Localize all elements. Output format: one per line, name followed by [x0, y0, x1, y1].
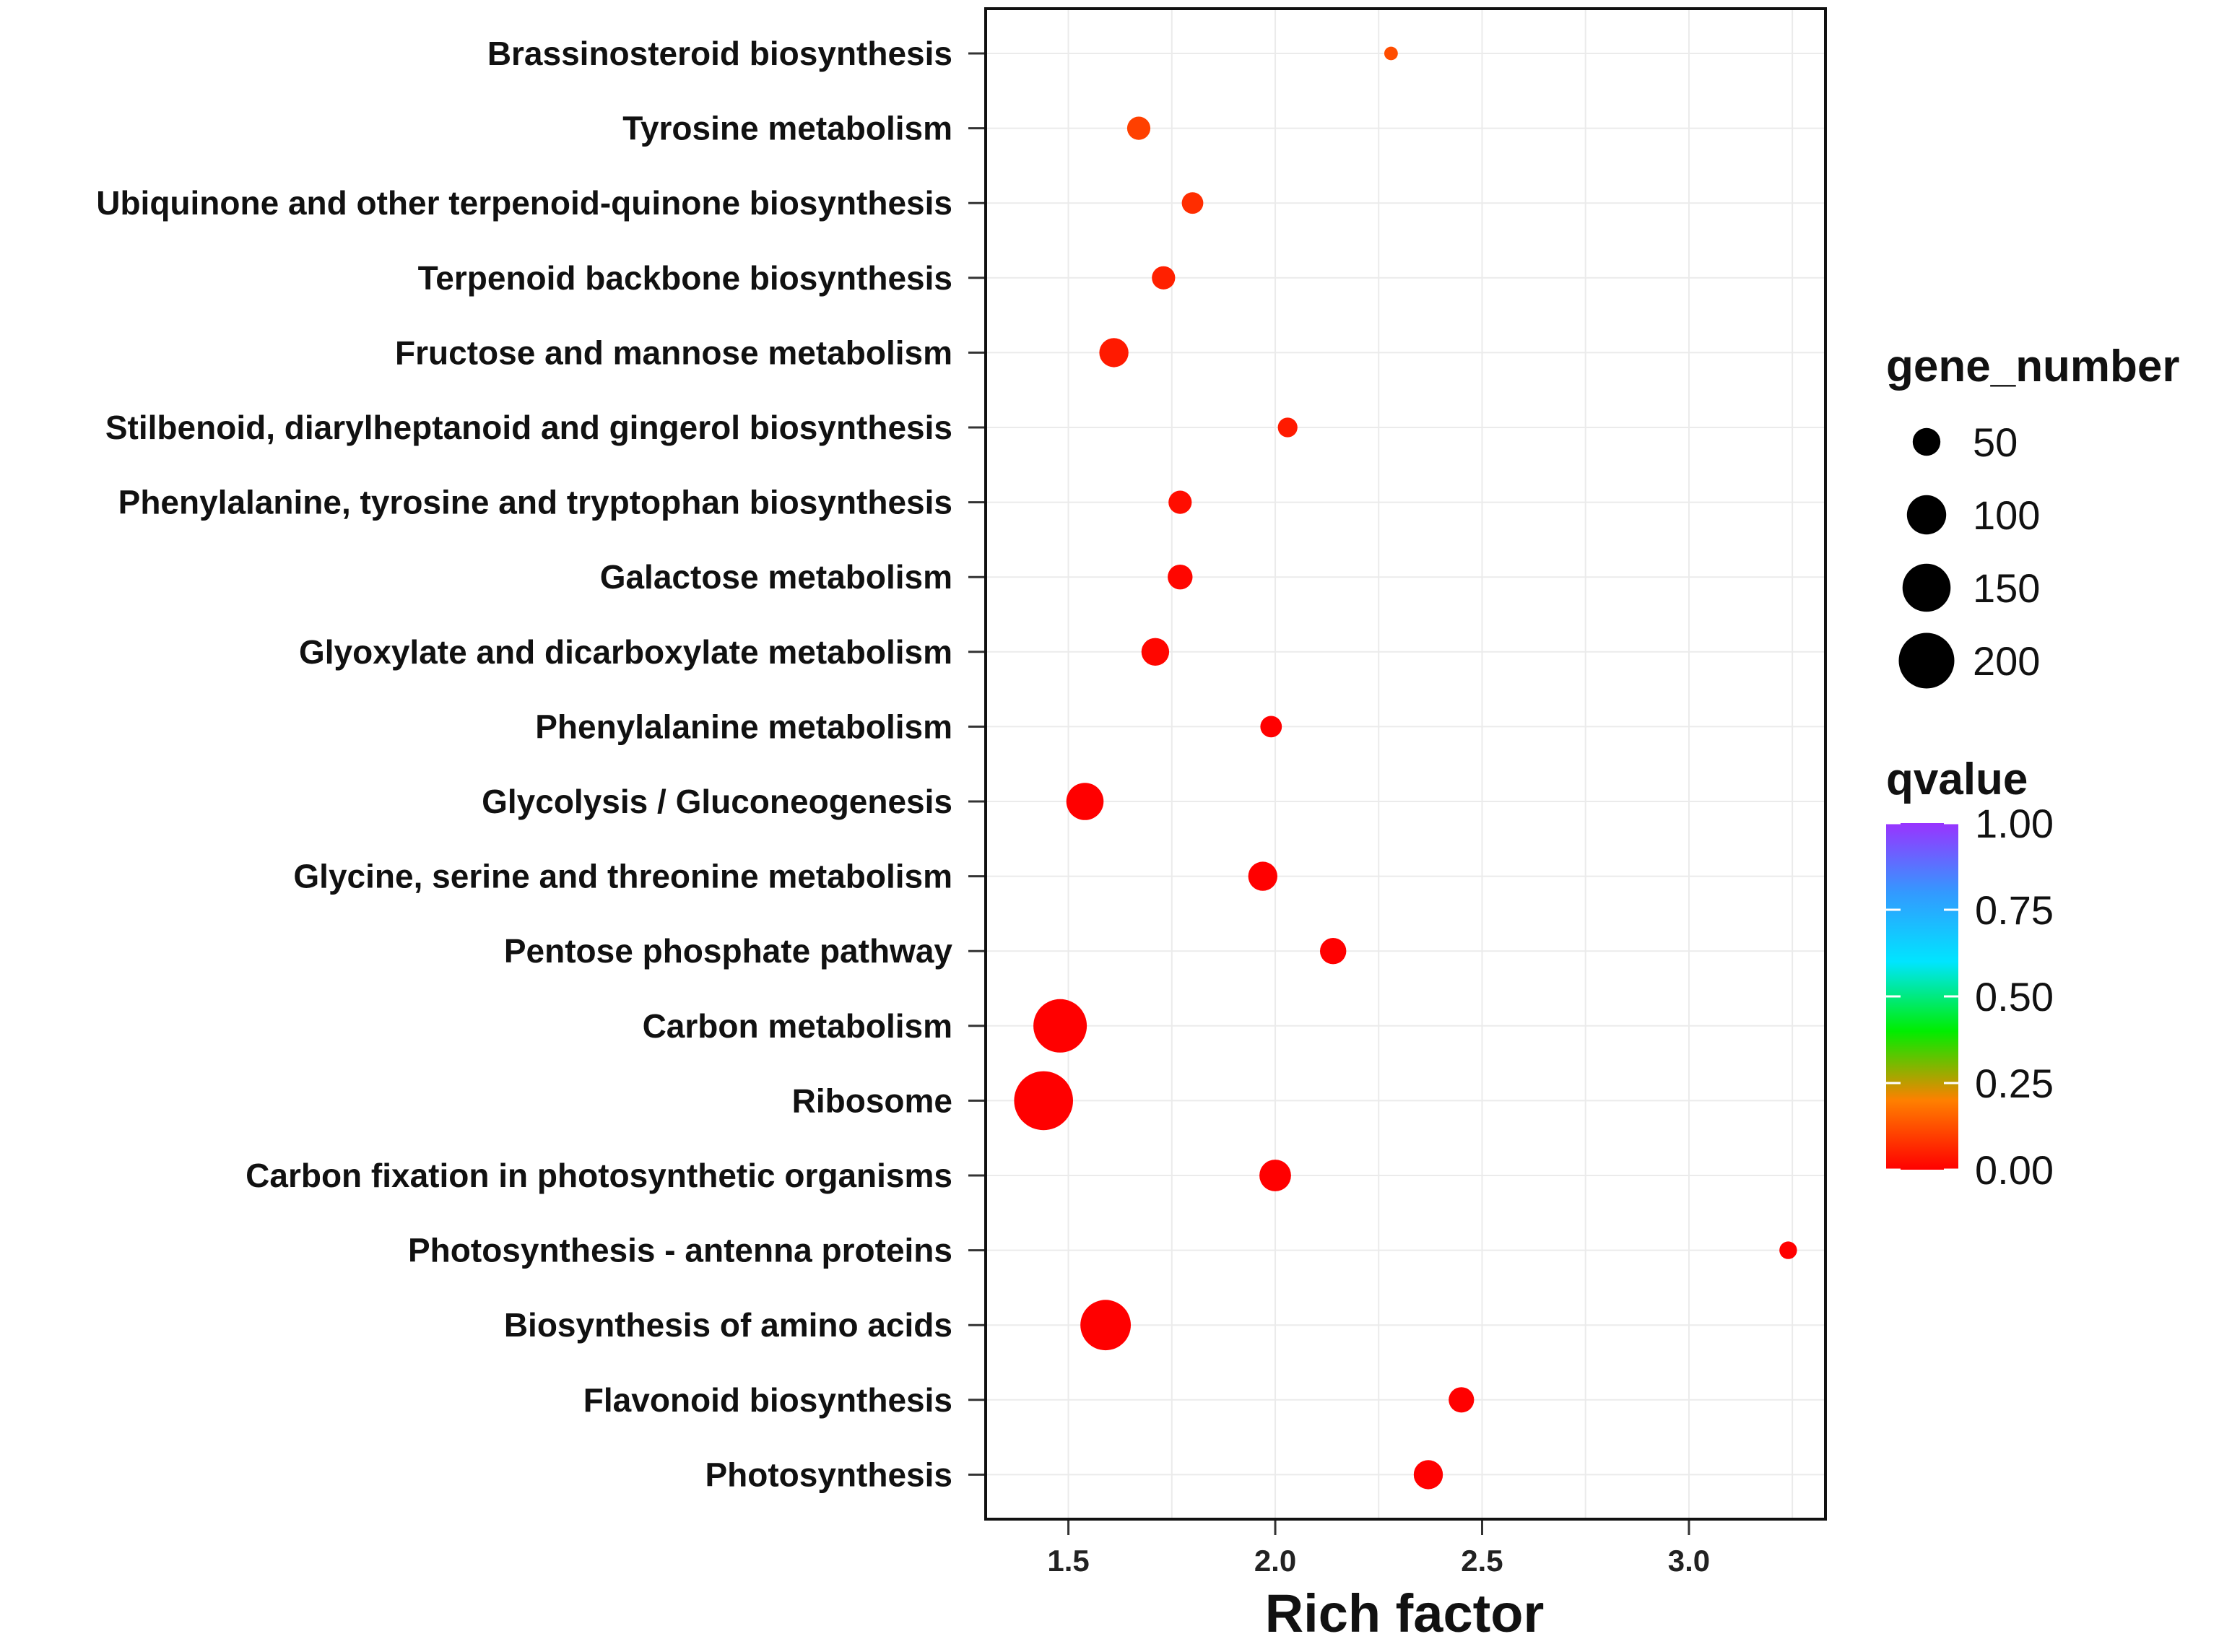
y-category-label: Photosynthesis - antenna proteins	[408, 1232, 952, 1269]
y-category-label: Photosynthesis	[705, 1456, 952, 1493]
data-point	[1066, 783, 1104, 820]
y-category-label: Fructose and mannose metabolism	[395, 334, 952, 371]
x-tick-label: 1.5	[1047, 1544, 1089, 1578]
data-point	[1152, 266, 1176, 290]
colorbar-label: 0.50	[1975, 974, 2054, 1020]
size-legend-label: 150	[1973, 565, 2040, 611]
y-category-label: Biosynthesis of amino acids	[504, 1306, 952, 1344]
colorbar-label: 0.25	[1975, 1061, 2054, 1106]
data-point	[1168, 490, 1192, 514]
plot-panel-background	[986, 9, 1825, 1519]
color-legend-title: qvalue	[1886, 755, 2028, 804]
x-axis-title: Rich factor	[1265, 1583, 1545, 1643]
size-legend-key	[1902, 563, 1951, 612]
color-legend: qvalue 1.00 0.75 0.50 0.25 0.00	[1886, 755, 2054, 1193]
size-legend-key	[1898, 632, 1955, 689]
y-category-label: Stilbenoid, diarylheptanoid and gingerol…	[105, 409, 952, 446]
size-legend-label: 100	[1973, 492, 2040, 538]
colorbar-label: 0.75	[1975, 887, 2054, 933]
size-legend-key	[1912, 427, 1941, 456]
data-point	[1248, 861, 1278, 891]
y-category-label: Ubiquinone and other terpenoid-quinone b…	[96, 184, 952, 222]
size-legend-label: 50	[1973, 419, 2018, 465]
size-legend: gene_number 50 100 150 200	[1886, 342, 2180, 689]
data-point	[1014, 1071, 1073, 1131]
data-point	[1449, 1387, 1475, 1413]
y-category-label: Glycolysis / Gluconeogenesis	[482, 783, 952, 820]
y-category-label: Galactose metabolism	[600, 558, 952, 596]
colorbar-label: 1.00	[1975, 801, 2054, 846]
y-axis-categories: Brassinosteroid biosynthesis Tyrosine met…	[96, 35, 986, 1493]
y-category-label: Terpenoid backbone biosynthesis	[418, 259, 952, 297]
x-tick-label: 3.0	[1668, 1544, 1710, 1578]
data-point	[1141, 638, 1170, 666]
data-point	[1033, 999, 1087, 1053]
y-category-label: Pentose phosphate pathway	[504, 932, 953, 970]
data-point	[1384, 46, 1398, 61]
data-point	[1259, 1160, 1291, 1191]
colorbar-label: 0.00	[1975, 1147, 2054, 1193]
x-tick-label: 2.5	[1461, 1544, 1503, 1578]
y-category-label: Phenylalanine, tyrosine and tryptophan b…	[118, 484, 952, 521]
grid-lines	[986, 9, 1825, 1519]
data-point	[1413, 1460, 1443, 1490]
x-tick-label: 2.0	[1254, 1544, 1296, 1578]
y-category-label: Carbon metabolism	[643, 1007, 952, 1045]
data-point	[1168, 565, 1193, 590]
data-point	[1181, 192, 1204, 214]
data-point	[1779, 1241, 1797, 1259]
size-legend-label: 200	[1973, 638, 2040, 684]
y-category-label: Glycine, serine and threonine metabolism	[293, 858, 952, 895]
y-category-label: Ribosome	[792, 1082, 952, 1119]
y-category-label: Brassinosteroid biosynthesis	[487, 35, 952, 72]
data-point	[1126, 116, 1151, 140]
x-axis: 1.5 2.0 2.5 3.0	[1047, 1519, 1710, 1578]
size-legend-key	[1906, 495, 1947, 535]
y-category-label: Carbon fixation in photosynthetic organi…	[246, 1157, 952, 1194]
data-point	[1260, 716, 1282, 738]
y-category-label: Phenylalanine metabolism	[535, 708, 952, 745]
data-points	[1014, 46, 1797, 1490]
y-category-label: Glyoxylate and dicarboxylate metabolism	[299, 633, 952, 671]
data-point	[1320, 938, 1347, 965]
y-category-label: Flavonoid biosynthesis	[583, 1381, 952, 1419]
data-point	[1099, 338, 1129, 368]
plot-panel	[986, 9, 1825, 1519]
size-legend-title: gene_number	[1886, 342, 2180, 391]
data-point	[1080, 1300, 1131, 1351]
y-category-label: Tyrosine metabolism	[622, 110, 952, 147]
plot-panel-border	[984, 7, 1827, 1521]
data-point	[1277, 417, 1298, 438]
